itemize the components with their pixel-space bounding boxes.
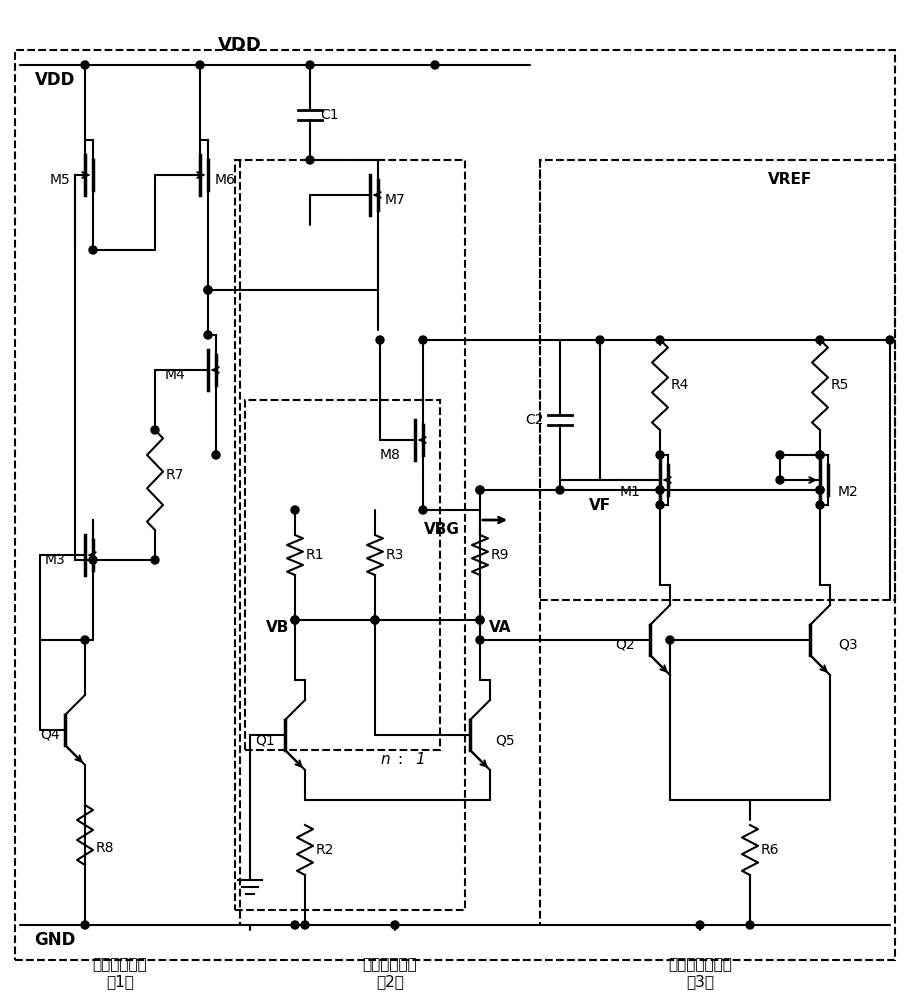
Text: Q5: Q5 [496, 733, 515, 747]
Circle shape [776, 476, 784, 484]
Circle shape [816, 501, 824, 509]
Text: R7: R7 [166, 468, 184, 482]
Circle shape [376, 336, 384, 344]
Circle shape [204, 286, 212, 294]
Circle shape [291, 616, 299, 624]
Text: M6: M6 [214, 173, 235, 187]
Text: R3: R3 [386, 548, 404, 562]
Circle shape [696, 921, 704, 929]
Text: VREF: VREF [768, 172, 812, 188]
Circle shape [476, 636, 484, 644]
Circle shape [816, 486, 824, 494]
Circle shape [656, 501, 664, 509]
Text: M5: M5 [49, 173, 71, 187]
Circle shape [81, 61, 89, 69]
Text: VA: VA [489, 620, 511, 636]
Circle shape [291, 506, 299, 514]
Circle shape [419, 336, 427, 344]
Text: VDD: VDD [218, 36, 262, 54]
Text: 运算放大器单元: 运算放大器单元 [668, 958, 732, 972]
Text: 带隙核心单元: 带隙核心单元 [363, 958, 418, 972]
Text: VF: VF [589, 497, 611, 512]
Circle shape [291, 921, 299, 929]
Circle shape [89, 246, 97, 254]
Circle shape [476, 486, 484, 494]
Text: R5: R5 [831, 378, 849, 392]
Circle shape [776, 451, 784, 459]
Circle shape [204, 331, 212, 339]
Text: VBG: VBG [424, 522, 460, 538]
Text: :: : [398, 752, 402, 768]
Circle shape [391, 921, 399, 929]
Circle shape [306, 156, 314, 164]
Circle shape [151, 426, 159, 434]
Circle shape [212, 451, 220, 459]
Text: n: n [380, 752, 390, 768]
Circle shape [204, 286, 212, 294]
Circle shape [301, 921, 309, 929]
Circle shape [291, 616, 299, 624]
Text: R8: R8 [96, 840, 114, 854]
Circle shape [81, 921, 89, 929]
Circle shape [476, 616, 484, 624]
Circle shape [656, 486, 664, 494]
Circle shape [816, 451, 824, 459]
Text: （1）: （1） [106, 974, 134, 990]
Text: R9: R9 [491, 548, 509, 562]
Circle shape [306, 61, 314, 69]
Text: R4: R4 [671, 378, 689, 392]
Text: M8: M8 [379, 448, 400, 462]
Text: 1: 1 [415, 752, 425, 768]
Circle shape [656, 336, 664, 344]
Text: GND: GND [34, 931, 76, 949]
Circle shape [816, 336, 824, 344]
Text: 电压调制单元: 电压调制单元 [93, 958, 147, 972]
Circle shape [89, 556, 97, 564]
Text: C1: C1 [321, 108, 339, 122]
Text: Q4: Q4 [40, 728, 60, 742]
Circle shape [371, 616, 379, 624]
Text: M4: M4 [165, 368, 185, 382]
Text: VB: VB [267, 620, 289, 636]
Text: M1: M1 [619, 485, 640, 499]
Circle shape [666, 636, 674, 644]
Text: （2）: （2） [376, 974, 404, 990]
Text: C2: C2 [526, 413, 544, 427]
Text: VDD: VDD [35, 71, 75, 89]
Circle shape [419, 506, 427, 514]
Circle shape [556, 486, 564, 494]
Circle shape [151, 556, 159, 564]
Text: （3）: （3） [686, 974, 714, 990]
Circle shape [746, 921, 754, 929]
Circle shape [656, 486, 664, 494]
Text: Q2: Q2 [616, 638, 635, 652]
Circle shape [371, 616, 379, 624]
Circle shape [476, 486, 484, 494]
Circle shape [196, 61, 204, 69]
Circle shape [431, 61, 439, 69]
Text: R1: R1 [306, 548, 324, 562]
Circle shape [476, 616, 484, 624]
Circle shape [886, 336, 894, 344]
Text: M3: M3 [45, 553, 65, 567]
Text: M7: M7 [385, 193, 406, 207]
Text: R2: R2 [316, 843, 334, 857]
Circle shape [596, 336, 604, 344]
Circle shape [816, 486, 824, 494]
Text: M2: M2 [837, 485, 858, 499]
Text: Q1: Q1 [256, 733, 275, 747]
Circle shape [81, 636, 89, 644]
Text: R6: R6 [761, 843, 780, 857]
Text: Q3: Q3 [838, 638, 857, 652]
Circle shape [656, 451, 664, 459]
Circle shape [816, 451, 824, 459]
